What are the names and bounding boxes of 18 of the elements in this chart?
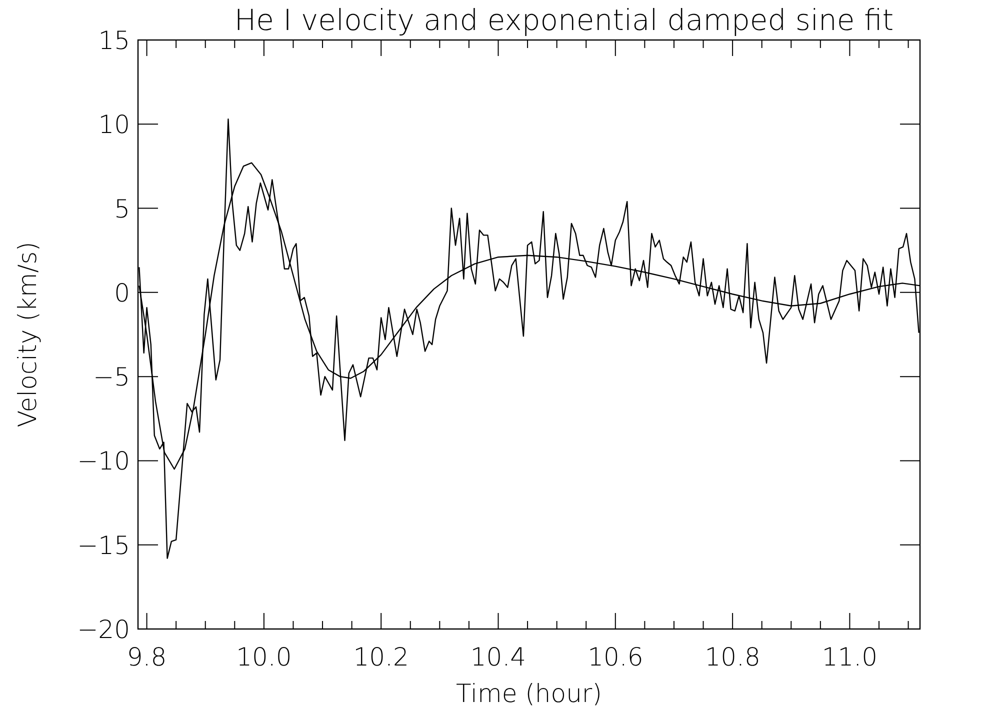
y-tick-label: −10 [77, 446, 130, 476]
y-axis-title: Velocity (km/s) [13, 242, 42, 428]
x-tick-label: 9.8 [126, 642, 167, 672]
x-tick-label: 11.0 [822, 642, 878, 672]
y-tick-label: 10 [98, 110, 130, 140]
x-tick-label: 10.8 [704, 642, 760, 672]
y-tick-label: −15 [77, 530, 130, 560]
x-tick-label: 10.0 [236, 642, 292, 672]
y-tick-label: 0 [114, 278, 130, 308]
y-tick-label: 15 [98, 26, 130, 55]
x-axis-title: Time (hour) [456, 679, 602, 708]
y-tick-label: −20 [77, 615, 130, 644]
x-tick-label: 10.4 [470, 642, 526, 672]
y-tick-label: 5 [114, 194, 130, 224]
chart-title: He I velocity and exponential damped sine fit [234, 3, 894, 37]
y-tick-label: −5 [93, 362, 130, 392]
x-tick-label: 10.6 [588, 642, 644, 672]
x-tick-label: 10.2 [353, 642, 409, 672]
